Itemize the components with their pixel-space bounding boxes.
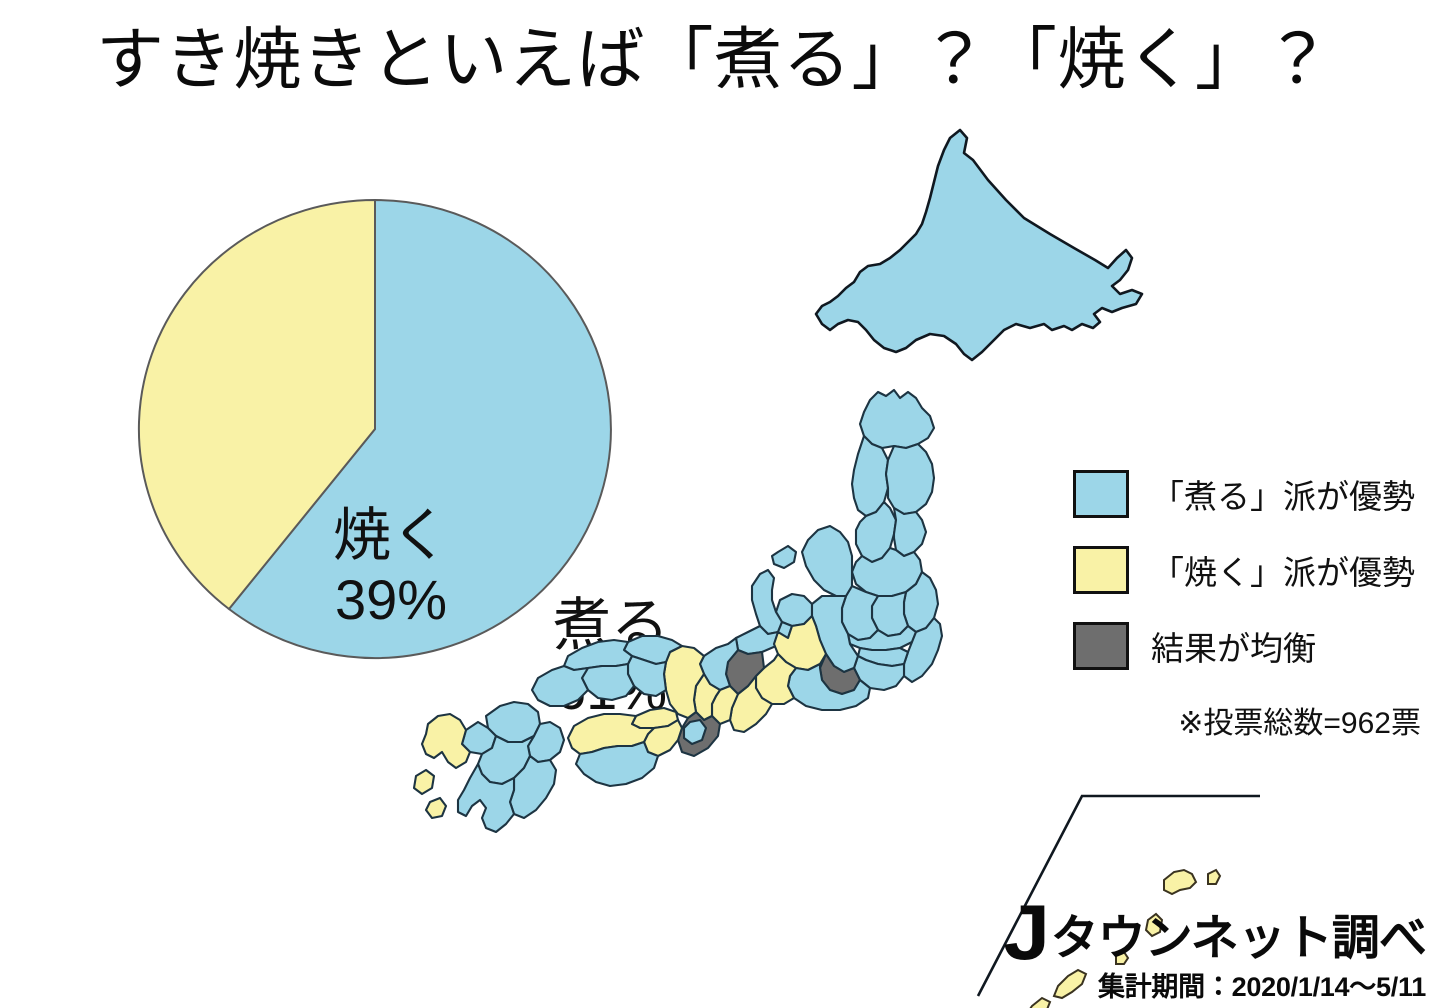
jtown-net-logo: J タウンネット調べ 集計期間：2020/1/14〜5/11 [1003, 887, 1427, 1004]
pie-label-yaku: 焼く 39% [306, 503, 476, 631]
japan-map-svg [412, 128, 1260, 1008]
okinawa-ishigaki-island [1029, 996, 1052, 1008]
total-votes-note: ※投票総数=962票 [1178, 707, 1421, 740]
logo-lockup: J タウンネット調べ [1003, 887, 1427, 976]
japan-map [360, 108, 1260, 1008]
prefecture-kagoshima [456, 762, 516, 834]
pie-label-yaku-percent: 39% [334, 567, 448, 631]
okinawa-islands [1029, 868, 1222, 1008]
pie-chart-svg [137, 198, 612, 659]
survey-period: 集計期間：2020/1/14〜5/11 [1097, 972, 1426, 1002]
prefecture-aomori [858, 388, 936, 450]
okinawa-islet-b [1144, 912, 1164, 938]
legend-swatch-blue [1073, 470, 1129, 518]
prefecture-ehime [566, 712, 656, 756]
okinawa-inset-frame [976, 794, 1260, 997]
prefecture-niigata [800, 524, 854, 598]
legend-label-niru: 「煮る」派が優勢 [1151, 478, 1415, 515]
pie-label-yaku-name: 焼く [332, 503, 449, 568]
pie-slice-niru [227, 198, 612, 659]
okinawa-main-island [1163, 868, 1198, 896]
legend-item-tie: 結果が均衡 [1073, 622, 1433, 670]
logo-wordmark: タウンネット調べ [1050, 912, 1427, 965]
prefecture-hokkaido [814, 128, 1144, 362]
prefecture-nagasaki [412, 712, 472, 820]
legend-label-tie: 結果が均衡 [1151, 630, 1316, 667]
map-legend: 「煮る」派が優勢 「焼く」派が優勢 結果が均衡 ※投票総数=962票 [1073, 470, 1433, 742]
prefecture-iwate [884, 442, 936, 516]
legend-item-yaku: 「焼く」派が優勢 [1073, 546, 1433, 594]
logo-j-mark: J [1003, 887, 1051, 976]
okinawa-islet-a [1207, 868, 1222, 885]
page-title: すき焼きといえば「煮る」？「焼く」？ [96, 22, 1333, 98]
legend-item-niru: 「煮る」派が優勢 [1073, 470, 1433, 518]
pie-slice-yaku [137, 198, 376, 611]
prefecture-hiroshima [580, 662, 636, 702]
legend-swatch-grey [1073, 622, 1129, 670]
legend-label-yaku: 「焼く」派が優勢 [1151, 554, 1415, 591]
prefecture-sado [770, 544, 798, 570]
legend-swatch-yellow [1073, 546, 1129, 594]
prefecture-miyagi [892, 506, 928, 558]
prefecture-ishikawa [750, 568, 784, 636]
prefecture-yamaguchi [530, 664, 590, 708]
prefecture-kochi [574, 740, 660, 788]
okinawa-miyako-island [1052, 968, 1088, 1000]
prefecture-awaji [682, 718, 708, 746]
okinawa-islet-c [1115, 950, 1130, 965]
